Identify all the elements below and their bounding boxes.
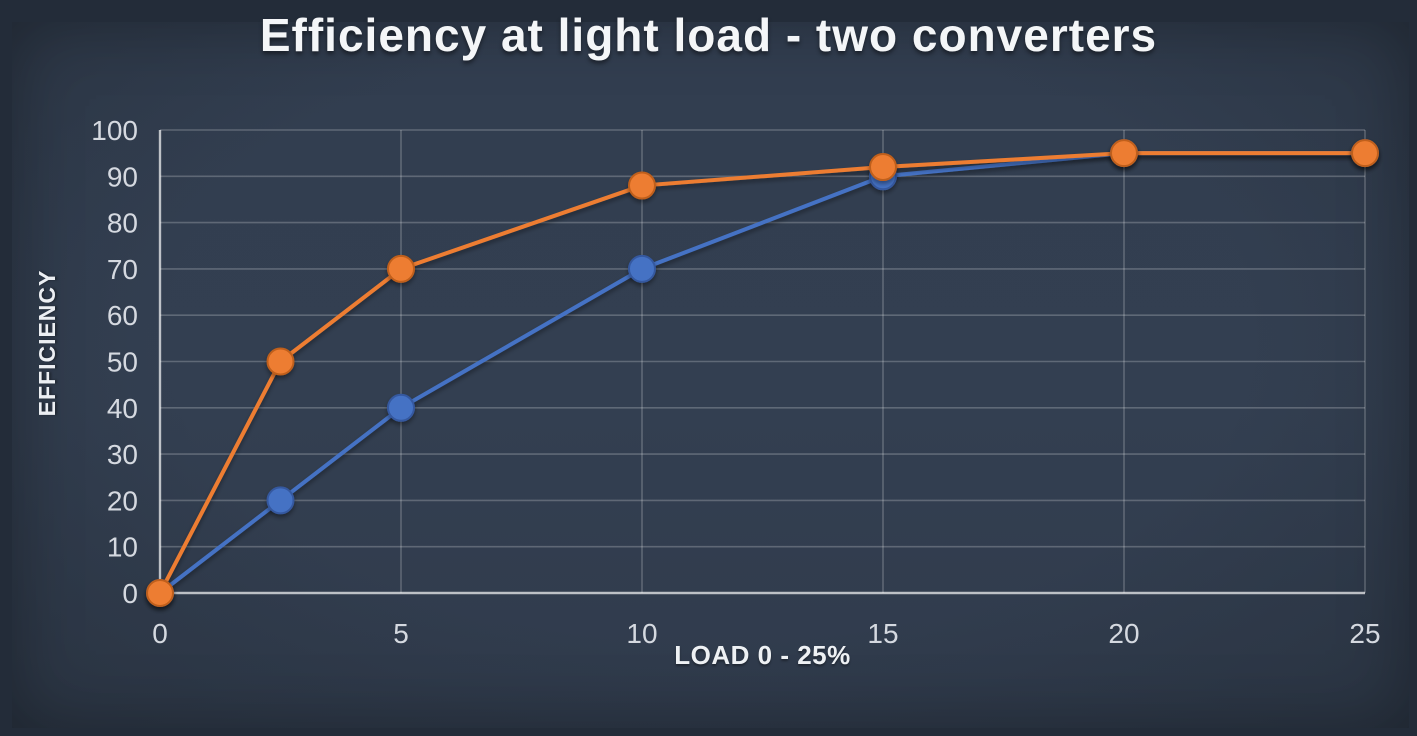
y-tick-label: 70 <box>107 254 138 285</box>
y-tick-label: 10 <box>107 532 138 563</box>
orange-converter-point <box>1110 139 1138 168</box>
tick-labels: 0 10 20 30 40 50 60 70 80 90 100 0 5 10 15 20 25 <box>91 115 1380 649</box>
x-tick-label: 20 <box>1108 618 1139 649</box>
orange-converter-point <box>628 171 656 200</box>
y-tick-label: 0 <box>122 578 138 609</box>
y-tick-label: 30 <box>107 439 138 470</box>
x-tick-label: 0 <box>152 618 168 649</box>
orange-converter-point <box>266 347 295 376</box>
blue-converter-point <box>266 486 295 515</box>
y-tick-label: 60 <box>107 300 138 331</box>
axis-lines <box>158 130 1365 595</box>
chart-panel <box>12 22 1409 728</box>
orange-converter-point <box>146 579 174 607</box>
orange-converter-point <box>387 254 415 283</box>
x-tick-label: 15 <box>867 618 898 649</box>
y-tick-label: 80 <box>107 208 138 239</box>
x-tick-label: 25 <box>1349 618 1380 649</box>
y-tick-label: 40 <box>107 393 138 424</box>
y-tick-label: 20 <box>107 485 138 516</box>
series-lines <box>158 151 1367 595</box>
blue-converter-point <box>628 254 656 283</box>
orange-converter-point <box>869 153 897 182</box>
y-tick-label: 100 <box>91 115 138 146</box>
y-tick-label: 50 <box>107 347 138 378</box>
x-axis-title: LOAD 0 - 25% <box>674 640 851 670</box>
y-tick-label: 90 <box>107 161 138 192</box>
x-tick-label: 5 <box>393 618 409 649</box>
gridlines <box>159 129 1366 594</box>
x-tick-label: 10 <box>626 618 657 649</box>
blue-converter-point <box>387 393 415 422</box>
series-markers <box>146 139 1379 607</box>
chart-title: Efficiency at light load - two converter… <box>259 9 1158 61</box>
orange-converter-point <box>1351 139 1379 168</box>
